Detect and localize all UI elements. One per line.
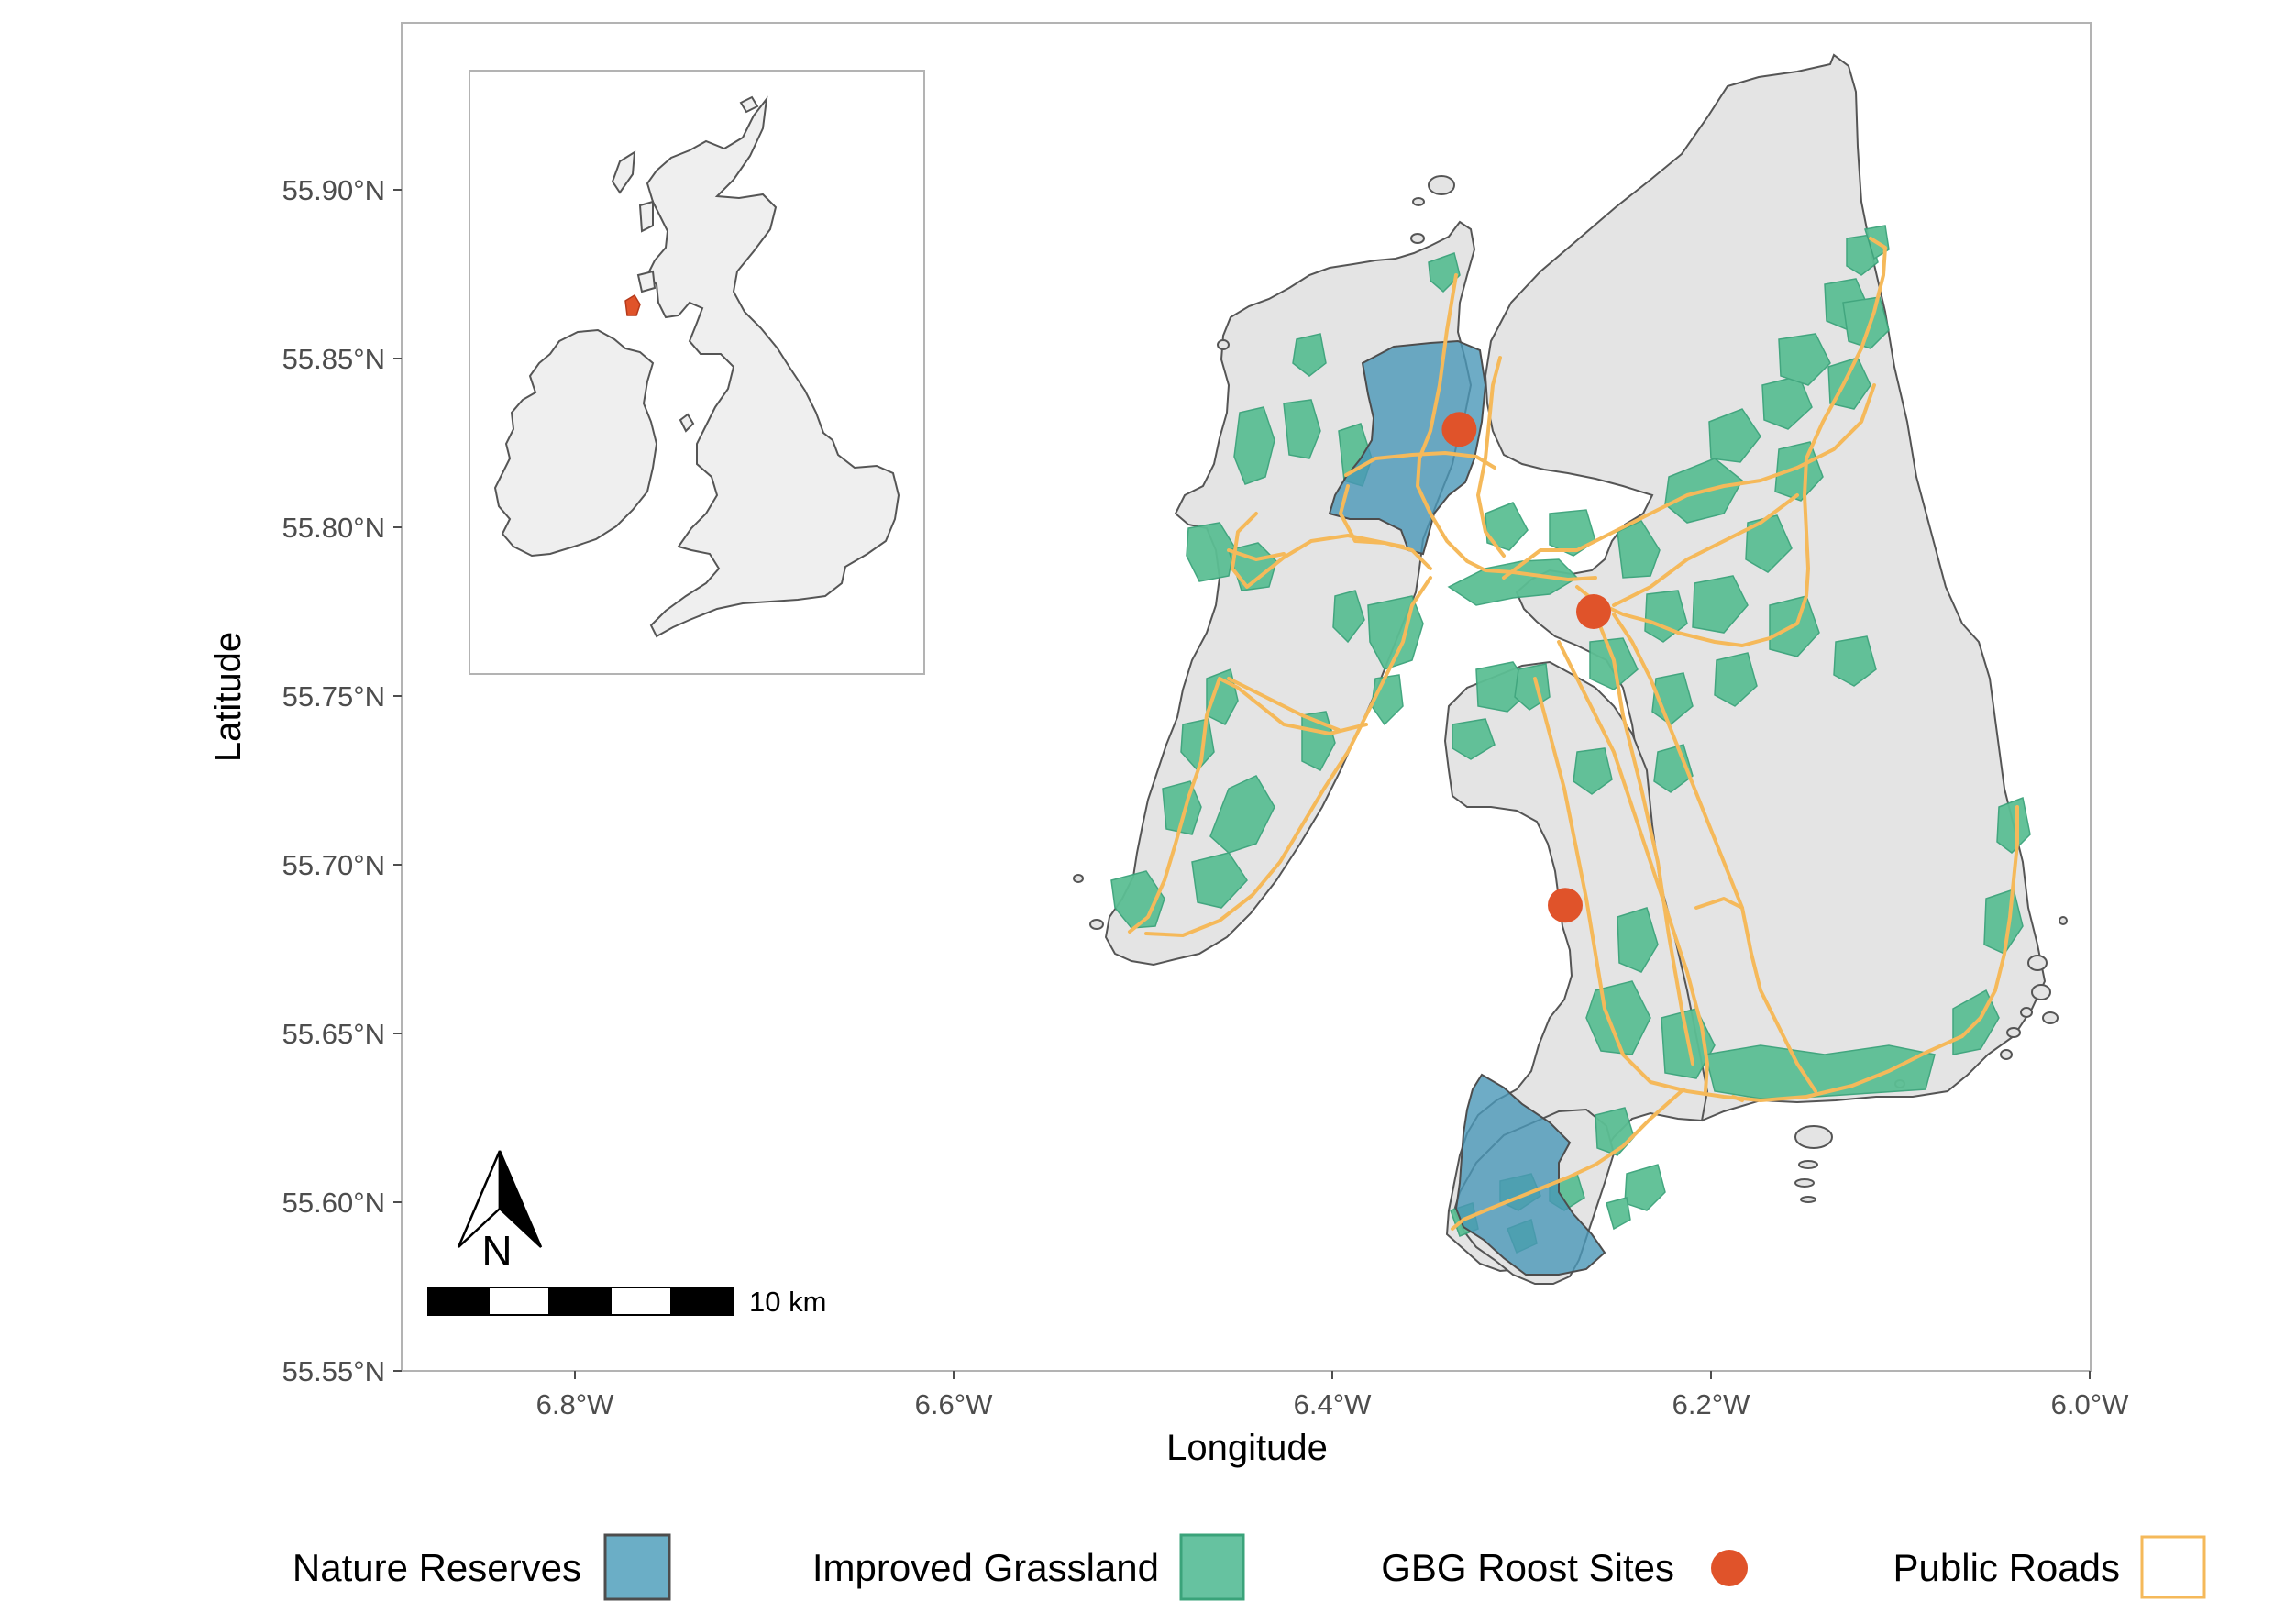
legend-key-improved-grassland xyxy=(1179,1533,1245,1601)
islet xyxy=(2006,1027,2021,1038)
islet xyxy=(1217,339,1230,350)
x-tick-label: 6.2°W xyxy=(1672,1388,1750,1420)
legend-key-gbg-roost-sites xyxy=(1711,1550,1748,1586)
inset-hebrides xyxy=(611,150,636,194)
north-arrow-right-half xyxy=(498,1150,543,1248)
islet xyxy=(2042,1011,2059,1024)
scale-bar-segment xyxy=(488,1287,550,1316)
y-tick-label: 55.65°N xyxy=(282,1018,385,1050)
public-roads xyxy=(1128,237,2019,1231)
islet xyxy=(2000,1049,2013,1060)
legend-label-nature-reserves: Nature Reserves xyxy=(293,1546,581,1589)
inset-mull xyxy=(636,270,657,293)
y-tick-label: 55.90°N xyxy=(282,174,385,206)
y-axis-ticks xyxy=(393,189,402,1372)
scale-bar-segment xyxy=(610,1287,672,1316)
y-tick-label: 55.55°N xyxy=(282,1355,385,1387)
inset-great-britain xyxy=(646,95,900,638)
islet xyxy=(1794,1178,1815,1188)
islet xyxy=(2020,1007,2033,1018)
scale-bar-segment xyxy=(548,1287,612,1316)
nature-reserves xyxy=(1328,339,1606,1276)
inset-orkney xyxy=(739,95,759,114)
islet xyxy=(1794,1125,1833,1149)
y-tick-label: 55.70°N xyxy=(282,849,385,881)
scale-bar xyxy=(427,1287,734,1316)
legend-key-public-roads xyxy=(2140,1535,2206,1599)
y-tick-label: 55.85°N xyxy=(282,343,385,375)
reserve-loch-gruinart xyxy=(1328,339,1487,556)
inset-islay-highlight xyxy=(624,293,641,316)
islet xyxy=(1073,874,1084,883)
x-axis-ticks xyxy=(574,1371,2091,1379)
north-arrow: N xyxy=(457,1150,543,1275)
x-tick-label: 6.4°W xyxy=(1294,1388,1372,1420)
islet xyxy=(1798,1160,1818,1169)
legend-label-public-roads: Public Roads xyxy=(1893,1546,2120,1589)
legend: Nature Reserves Improved Grassland GBG R… xyxy=(293,1533,2206,1601)
islay-main-body xyxy=(1484,53,2047,1122)
inset-skye xyxy=(638,200,654,233)
y-tick-label: 55.60°N xyxy=(282,1187,385,1219)
legend-label-gbg-roost-sites: GBG Roost Sites xyxy=(1381,1546,1674,1589)
legend-label-improved-grassland: Improved Grassland xyxy=(812,1546,1159,1589)
islet xyxy=(1410,233,1425,244)
scale-bar-segment xyxy=(670,1287,734,1316)
gbg-roost-site xyxy=(1441,412,1477,447)
gbg-roost-site xyxy=(1576,594,1611,629)
north-arrow-label: N xyxy=(481,1227,512,1275)
inset-ireland xyxy=(493,328,658,558)
gbg-roost-sites xyxy=(1441,412,1611,923)
y-tick-label: 55.80°N xyxy=(282,512,385,544)
x-tick-label: 6.6°W xyxy=(915,1388,993,1420)
inset-isle-of-man xyxy=(679,413,695,433)
legend-key-nature-reserves xyxy=(603,1533,671,1601)
inset-map xyxy=(469,70,925,675)
x-tick-label: 6.8°W xyxy=(536,1388,614,1420)
reserve-the-oa xyxy=(1454,1073,1606,1276)
x-tick-label: 6.0°W xyxy=(2051,1388,2129,1420)
scale-bar-label: 10 km xyxy=(749,1286,826,1318)
scale-bar-segment xyxy=(427,1287,490,1316)
islet xyxy=(2027,955,2048,971)
islet xyxy=(1412,197,1425,206)
islet xyxy=(2059,916,2068,925)
x-axis-title: Longitude xyxy=(1166,1428,1328,1468)
islet xyxy=(1089,919,1104,930)
islet xyxy=(1428,175,1455,195)
x-tick-labels: 6.8°W 6.6°W 6.4°W 6.2°W 6.0°W xyxy=(536,1388,2129,1420)
islet xyxy=(2031,984,2051,1000)
y-tick-labels: 55.90°N 55.85°N 55.80°N 55.75°N 55.70°N … xyxy=(282,174,385,1387)
islet xyxy=(1800,1196,1816,1203)
y-tick-label: 55.75°N xyxy=(282,680,385,713)
y-axis-title: Latitude xyxy=(208,632,248,762)
gbg-roost-site xyxy=(1548,888,1583,923)
